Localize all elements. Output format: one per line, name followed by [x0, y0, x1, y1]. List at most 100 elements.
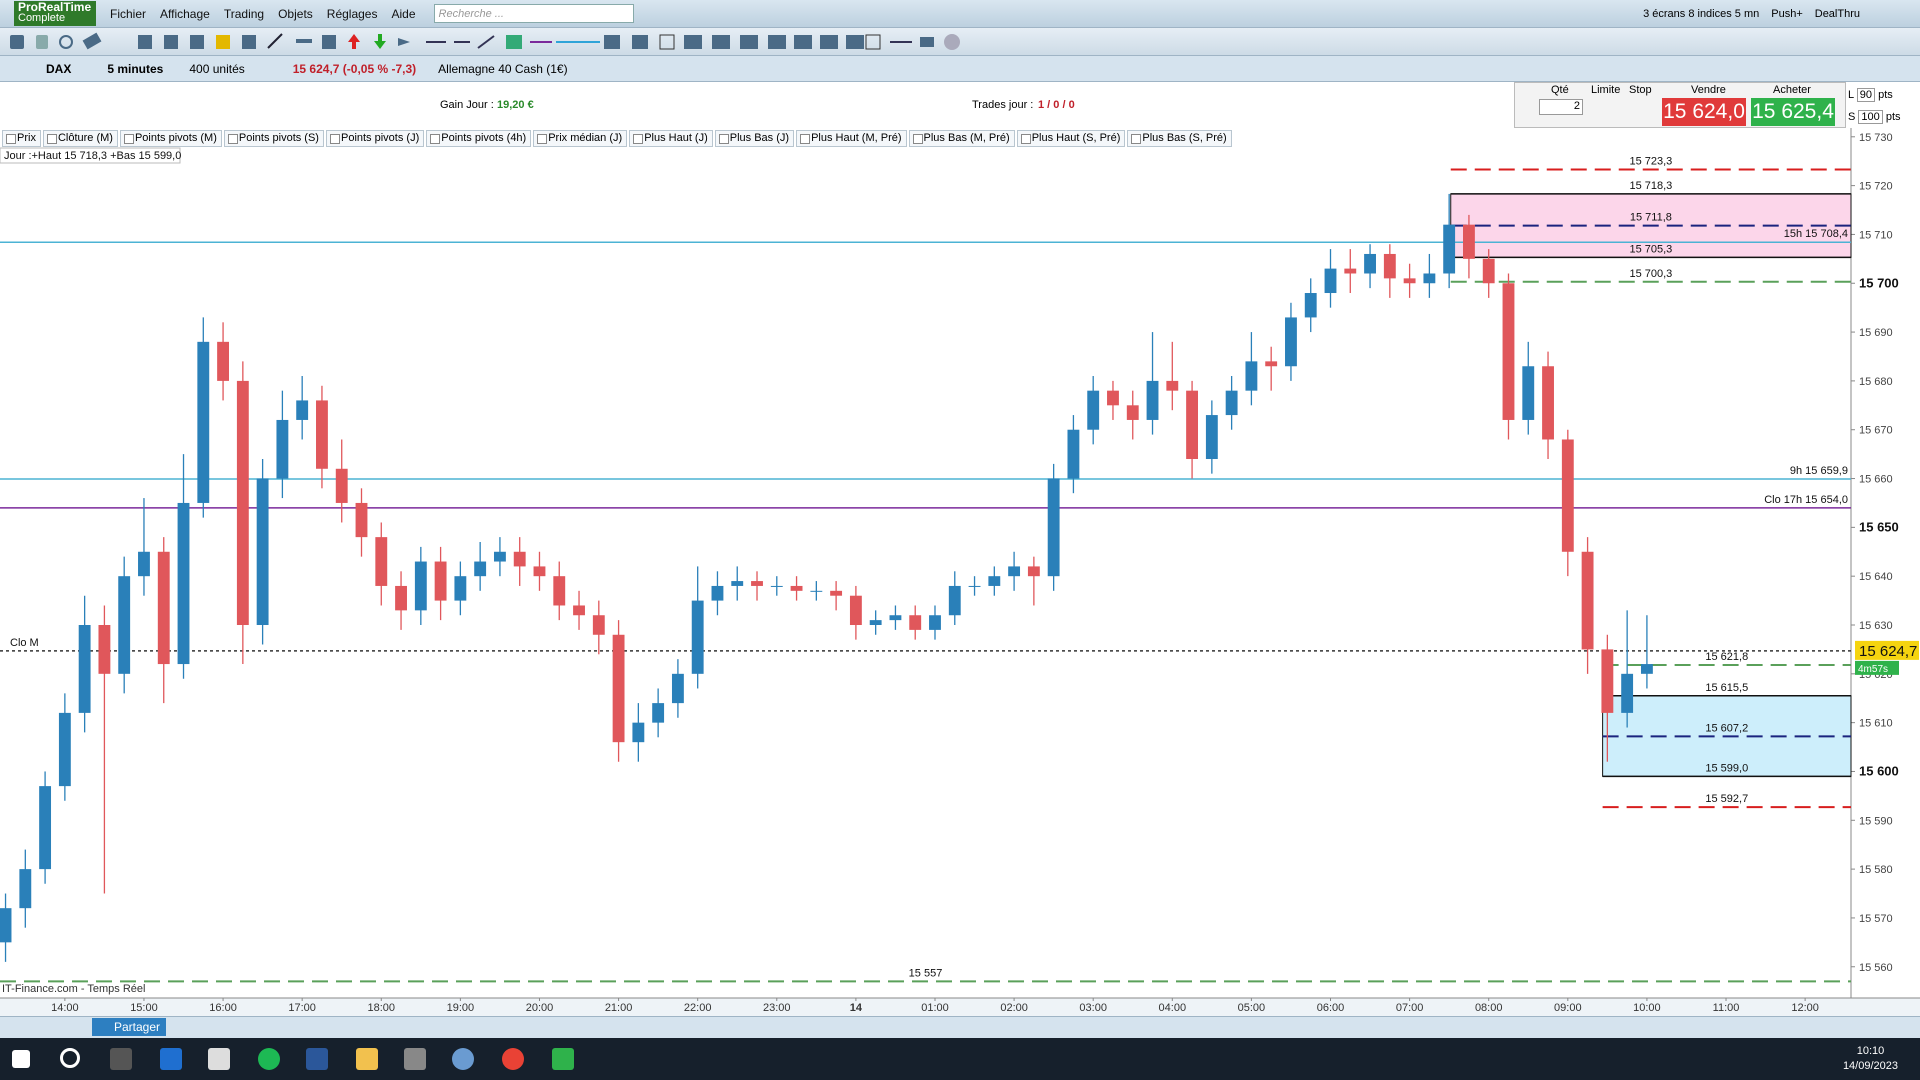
x-tick-label: 07:00	[1396, 1002, 1424, 1014]
candle-body	[1640, 664, 1653, 674]
trades-value: 1 / 0 / 0	[1038, 99, 1075, 111]
candle-body	[1008, 566, 1021, 577]
buy-label: Acheter	[1773, 84, 1811, 96]
dealthru-button[interactable]: DealThru	[1814, 7, 1860, 20]
level-label: 15h 15 708,4	[1784, 228, 1848, 240]
indicator-tab[interactable]: Clôture (M)	[42, 130, 118, 147]
candle-body	[790, 585, 803, 591]
candle-body	[1304, 293, 1317, 318]
indicator-tab[interactable]: Points pivots (M)	[119, 130, 222, 147]
menu-item[interactable]: Trading	[223, 6, 265, 21]
period-select[interactable]: 5 minutes	[107, 61, 164, 76]
start-button[interactable]	[12, 1050, 30, 1068]
candle-body	[968, 585, 981, 587]
candle-body	[1621, 673, 1634, 713]
candle-body	[276, 419, 289, 479]
candle-body	[39, 786, 52, 870]
countdown: 4m57s	[1858, 664, 1888, 675]
y-tick-label: 15 610	[1859, 718, 1893, 730]
order-panel: Qté 2 Limite Stop Vendre 15 624,0 Achete…	[1514, 82, 1846, 128]
indicator-tab[interactable]: Prix	[2, 130, 41, 147]
candle-body	[1324, 268, 1337, 294]
stop-button[interactable]: Stop	[1629, 84, 1652, 96]
sell-button[interactable]: 15 624,0	[1662, 98, 1746, 126]
tool-icons[interactable]	[10, 32, 960, 50]
level-label: 15 711,8	[1630, 212, 1672, 224]
candle-body	[573, 605, 585, 616]
candle-body	[1561, 439, 1574, 552]
l-label: L	[1848, 89, 1854, 101]
search-box[interactable]: Recherche ...	[433, 4, 634, 23]
indicator-tab[interactable]: Plus Bas (M, Pré)	[908, 130, 1015, 147]
candle-body	[909, 615, 922, 630]
indicator-tab[interactable]: Points pivots (S)	[223, 130, 324, 147]
app-icon[interactable]	[356, 1048, 378, 1070]
indicator-tab[interactable]: Points pivots (4h)	[426, 130, 532, 147]
candle-body	[197, 341, 210, 503]
share-button[interactable]: Partager	[92, 1018, 167, 1036]
menu-item[interactable]: Aide	[391, 6, 416, 21]
app-icon[interactable]	[452, 1048, 474, 1070]
level-label: Clo 17h 15 654,0	[1764, 494, 1848, 506]
candle-body	[118, 576, 131, 674]
indicator-tabs: Prix Clôture (M) Points pivots (M) Points p…	[2, 130, 1232, 147]
candle-body	[889, 615, 902, 621]
app-icon[interactable]	[552, 1048, 574, 1070]
qty-input[interactable]: 2	[1539, 99, 1583, 115]
candle-body	[731, 581, 744, 586]
indicator-tab[interactable]: Plus Haut (J)	[629, 130, 713, 147]
candle-body	[316, 400, 328, 469]
app-icon[interactable]	[258, 1048, 280, 1070]
y-tick-label: 15 690	[1859, 327, 1893, 339]
candle-body	[375, 537, 388, 586]
indicator-tab[interactable]: Prix médian (J)	[533, 130, 628, 147]
indicator-tab[interactable]: Plus Haut (S, Pré)	[1016, 130, 1126, 147]
candle-body	[929, 615, 941, 630]
candle-body	[810, 590, 823, 592]
candle-body	[236, 380, 249, 626]
candle-body	[1482, 258, 1495, 284]
level-label: 15 592,7	[1705, 793, 1748, 805]
chart: 15 560 15 570 15 580 15 590 15 600 15 610 15 6…	[0, 128, 1920, 1016]
app-icon[interactable]	[208, 1048, 230, 1070]
indicator-tab[interactable]: Plus Bas (S, Pré)	[1127, 130, 1232, 147]
trades-label: Trades jour :	[972, 99, 1034, 111]
push-button[interactable]: Push+	[1771, 7, 1803, 20]
candle-body	[1265, 361, 1278, 367]
menu-right: 3 écrans 8 indices 5 mn Push+ DealThru	[1643, 8, 1920, 20]
app-icon[interactable]	[502, 1048, 524, 1070]
indicator-tab[interactable]: Plus Haut (M, Pré)	[796, 130, 907, 147]
limit-button[interactable]: Limite	[1591, 84, 1621, 96]
menu-item[interactable]: Réglages	[326, 6, 378, 21]
buy-button[interactable]: 15 625,4	[1751, 98, 1835, 126]
x-tick-label: 06:00	[1317, 1002, 1345, 1014]
app-icon[interactable]	[404, 1048, 426, 1070]
candle-body	[1126, 405, 1139, 420]
y-tick-label: 15 710	[1859, 229, 1893, 241]
clock: 10:10 14/09/2023	[1843, 1044, 1898, 1074]
level-label: 15 718,3	[1629, 180, 1672, 192]
menu-item[interactable]: Fichier	[110, 6, 147, 21]
x-tick-label: 14	[850, 1002, 863, 1014]
indicator-tab[interactable]: Points pivots (J)	[325, 130, 425, 147]
candle-body	[830, 590, 843, 596]
task-view[interactable]	[110, 1048, 132, 1070]
candle-body	[434, 561, 447, 601]
s-pts[interactable]: 100	[1858, 110, 1883, 124]
indicator-tab[interactable]: Plus Bas (J)	[714, 130, 795, 147]
x-tick-label: 21:00	[605, 1002, 633, 1014]
workspace[interactable]: 3 écrans 8 indices 5 mn	[1643, 7, 1760, 20]
app-icon[interactable]	[306, 1048, 328, 1070]
x-tick-label: 17:00	[288, 1002, 316, 1014]
units-select[interactable]: 400 unités	[189, 61, 245, 76]
y-tick-label: 15 600	[1859, 763, 1899, 778]
app-icon[interactable]	[160, 1048, 182, 1070]
menu-item[interactable]: Objets	[278, 6, 313, 21]
menu-item[interactable]: Affichage	[160, 6, 210, 21]
candle-body	[553, 576, 566, 606]
search-button[interactable]	[60, 1048, 80, 1068]
candle-body	[1502, 283, 1515, 420]
symbol-select[interactable]: DAX	[46, 61, 72, 76]
l-pts[interactable]: 90	[1856, 88, 1876, 102]
x-tick-label: 03:00	[1079, 1002, 1107, 1014]
